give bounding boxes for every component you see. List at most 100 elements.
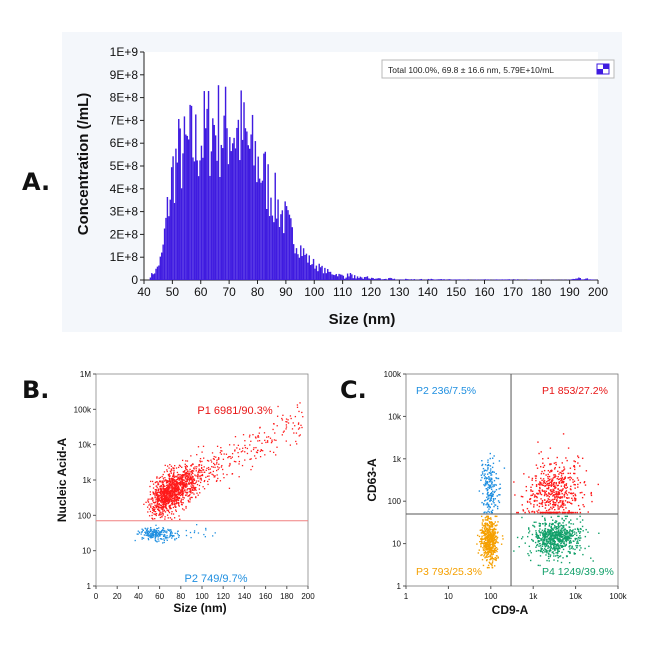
c-point-p4 <box>554 530 556 533</box>
c-point-p4 <box>557 526 560 528</box>
c-point-p3 <box>486 541 488 544</box>
c-point-p1 <box>553 491 555 494</box>
b-point-p1 <box>181 502 183 504</box>
b-point-p1 <box>154 492 156 495</box>
c-point-p3 <box>479 540 481 543</box>
c-point-p2 <box>489 494 491 496</box>
c-point-p4 <box>565 538 568 540</box>
c-point-p1 <box>524 511 526 514</box>
c-point-p4 <box>544 534 547 536</box>
c-point-p3 <box>485 535 487 538</box>
b-point-p1 <box>171 510 173 513</box>
b-point-p1 <box>195 468 197 470</box>
c-point-p1 <box>566 459 568 462</box>
b-point-p1 <box>156 485 158 487</box>
b-point-p1 <box>297 428 300 430</box>
c-point-p4 <box>537 540 540 542</box>
c-point-p4 <box>545 533 548 535</box>
b-point-p1 <box>160 508 163 510</box>
c-point-p1 <box>584 484 587 486</box>
c-point-p4 <box>588 545 590 548</box>
b-point-p2 <box>145 532 147 535</box>
c-point-p1 <box>565 487 567 490</box>
c-point-p3 <box>486 540 489 542</box>
c-point-p4 <box>560 539 562 541</box>
b-point-p2 <box>166 530 168 532</box>
c-point-p3 <box>482 549 485 551</box>
b-point-p1 <box>257 449 259 452</box>
c-point-p3 <box>485 519 488 521</box>
b-point-p1 <box>171 480 174 482</box>
c-point-p1 <box>562 504 565 506</box>
b-point-p1 <box>203 471 205 474</box>
b-point-p1 <box>169 480 171 482</box>
histogram-bar <box>209 175 211 280</box>
c-point-p4 <box>560 524 563 526</box>
b-point-p1 <box>181 477 183 479</box>
c-point-p4 <box>554 524 556 527</box>
b-point-p1 <box>218 463 220 465</box>
b-point-p1 <box>192 492 194 494</box>
b-point-p1 <box>176 496 178 498</box>
b-point-p1 <box>286 421 288 423</box>
b-point-p2 <box>167 529 170 531</box>
b-point-p1 <box>178 493 181 495</box>
c-point-p1 <box>555 496 558 498</box>
b-point-p1 <box>173 480 175 483</box>
c-point-p4 <box>550 539 552 541</box>
c-point-p4 <box>550 523 553 526</box>
b-point-p1 <box>155 481 157 483</box>
c-point-p4 <box>558 555 561 558</box>
b-point-p1 <box>180 491 182 493</box>
c-point-p1 <box>534 499 536 502</box>
b-point-p1 <box>197 446 200 448</box>
b-point-p1 <box>222 458 225 460</box>
b-point-p1 <box>171 497 173 500</box>
b-point-p1 <box>184 469 186 472</box>
c-point-p4 <box>549 543 552 545</box>
b-point-p1 <box>296 404 299 406</box>
b-point-p1 <box>182 498 184 501</box>
c-point-p3 <box>484 530 487 532</box>
c-point-p1 <box>530 486 532 489</box>
histogram-y-tick-label: 5E+8 <box>110 159 139 173</box>
histogram-bar <box>197 176 200 280</box>
c-point-p3 <box>482 520 484 522</box>
b-point-p1 <box>297 422 300 424</box>
b-point-p1 <box>242 447 244 449</box>
b-point-p1 <box>187 476 189 478</box>
b-point-p1 <box>192 481 194 483</box>
b-point-p1 <box>195 475 197 477</box>
b-point-p2 <box>150 526 152 529</box>
b-point-p1 <box>178 497 181 499</box>
c-point-p4 <box>585 528 587 531</box>
c-point-p1 <box>540 477 542 480</box>
b-point-p1 <box>173 496 175 499</box>
b-point-p1 <box>216 461 218 463</box>
b-point-p2 <box>154 529 156 531</box>
c-point-p1 <box>533 504 535 506</box>
b-point-p1 <box>231 456 233 458</box>
b-point-p1 <box>165 496 168 498</box>
histogram-bar <box>244 128 247 280</box>
c-point-p2 <box>494 498 496 500</box>
b-point-p1 <box>191 480 193 483</box>
b-point-p1 <box>187 478 189 481</box>
histogram-bar <box>447 279 450 280</box>
c-point-p4 <box>573 531 576 533</box>
b-point-p1 <box>186 489 188 491</box>
b-point-p1 <box>301 426 303 429</box>
histogram-x-tick-label: 130 <box>389 285 409 299</box>
histogram-bar <box>484 279 486 280</box>
b-point-p1 <box>173 467 175 469</box>
b-point-p1 <box>176 490 178 493</box>
b-point-p1 <box>270 442 273 444</box>
b-point-p1 <box>172 486 174 488</box>
b-point-p1 <box>189 501 191 503</box>
b-point-p1 <box>221 468 224 471</box>
c-x-tick-label: 1 <box>404 592 409 601</box>
c-point-p4 <box>548 550 550 552</box>
b-point-p2 <box>178 536 180 538</box>
c-point-p4 <box>539 532 542 534</box>
c-point-p1 <box>549 447 552 449</box>
